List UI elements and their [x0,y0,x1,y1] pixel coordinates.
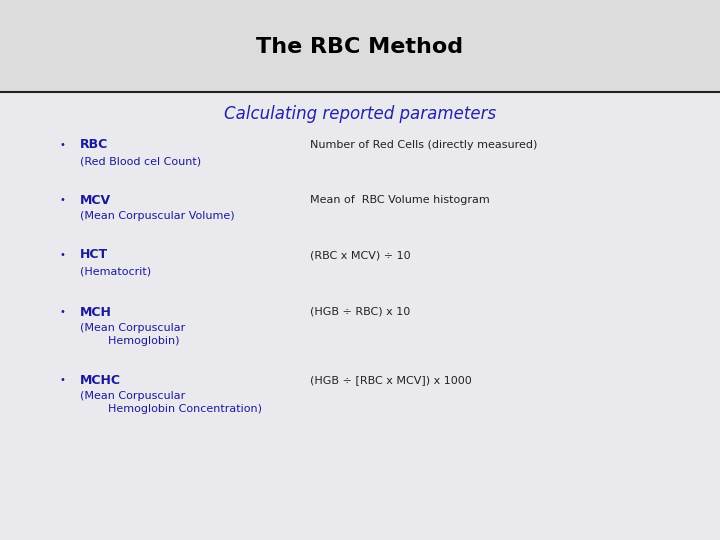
Text: HCT: HCT [80,248,108,261]
Text: •: • [59,250,65,260]
Text: Calculating reported parameters: Calculating reported parameters [224,105,496,123]
Bar [0,0,720,92]
Text: Hemoglobin Concentration): Hemoglobin Concentration) [80,404,262,414]
Text: MCHC: MCHC [80,374,121,387]
Text: Number of Red Cells (directly measured): Number of Red Cells (directly measured) [310,140,537,150]
Bar [0,92,720,540]
Text: •: • [59,307,65,317]
Text: (Mean Corpuscular Volume): (Mean Corpuscular Volume) [80,211,235,221]
Text: (HGB ÷ RBC) x 10: (HGB ÷ RBC) x 10 [310,307,410,317]
Text: (Mean Corpuscular: (Mean Corpuscular [80,391,185,401]
Text: •: • [59,375,65,385]
Text: •: • [59,195,65,205]
Text: •: • [59,140,65,150]
Text: (Hematocrit): (Hematocrit) [80,266,151,276]
Text: (RBC x MCV) ÷ 10: (RBC x MCV) ÷ 10 [310,250,410,260]
Text: (HGB ÷ [RBC x MCV]) x 1000: (HGB ÷ [RBC x MCV]) x 1000 [310,375,472,385]
Text: MCH: MCH [80,306,112,319]
Text: Mean of  RBC Volume histogram: Mean of RBC Volume histogram [310,195,490,205]
Text: RBC: RBC [80,138,108,152]
Text: (Mean Corpuscular: (Mean Corpuscular [80,323,185,333]
Text: (Red Blood cel Count): (Red Blood cel Count) [80,156,201,166]
Text: Hemoglobin): Hemoglobin) [80,336,179,346]
Text: MCV: MCV [80,193,111,206]
Text: The RBC Method: The RBC Method [256,37,464,57]
